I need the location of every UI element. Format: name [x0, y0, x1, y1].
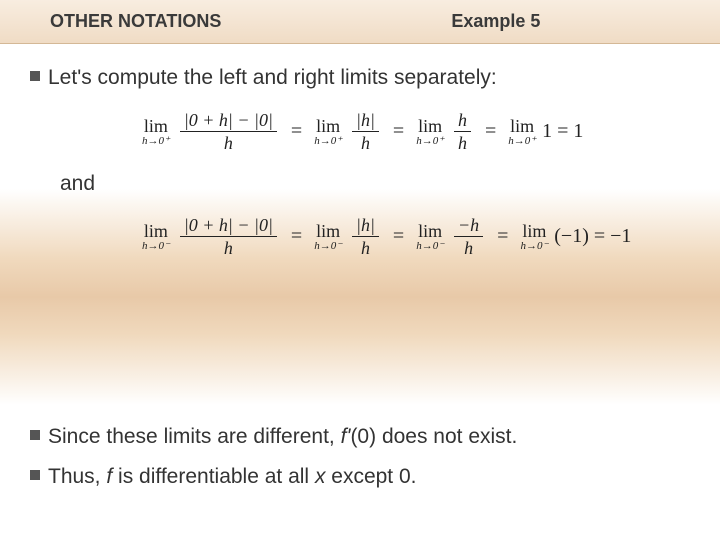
lim-2a: lim h→0⁻ — [142, 222, 170, 251]
header-bar: OTHER NOTATIONS Example 5 — [0, 0, 720, 44]
frac-2a: |0 + h| − |0| h — [180, 216, 277, 257]
lim-1b: lim h→0⁺ — [314, 117, 342, 146]
bullet-conclusion-2: Thus, f is differentiable at all x excep… — [30, 463, 690, 490]
bullet-icon — [30, 71, 40, 81]
lim-2b: lim h→0⁻ — [314, 222, 342, 251]
lim-1a: lim h→0⁺ — [142, 117, 170, 146]
bullet-icon — [30, 430, 40, 440]
lim-2d: lim h→0⁻ — [520, 222, 548, 251]
frac-1b: |h| h — [352, 111, 379, 152]
equals: = — [485, 120, 496, 143]
eq2-tail: (−1) = −1 — [554, 225, 631, 248]
equation-2: lim h→0⁻ |0 + h| − |0| h = lim h→0⁻ |h| … — [140, 216, 690, 257]
equals: = — [497, 225, 508, 248]
bullet-conclusion-1: Since these limits are different, f'(0) … — [30, 423, 690, 450]
equals: = — [291, 120, 302, 143]
frac-2c: −h h — [454, 216, 483, 257]
lim-2c: lim h→0⁻ — [416, 222, 444, 251]
frac-2b: |h| h — [352, 216, 379, 257]
header-title-left: OTHER NOTATIONS — [50, 11, 221, 32]
lim-1d: lim h→0⁺ — [508, 117, 536, 146]
slide-content: Let's compute the left and right limits … — [0, 44, 720, 257]
equation-1: lim h→0⁺ |0 + h| − |0| h = lim h→0⁺ |h| … — [140, 111, 690, 152]
eq1-tail: 1 = 1 — [542, 120, 583, 143]
equals: = — [291, 225, 302, 248]
header-title-right: Example 5 — [451, 11, 540, 32]
equals: = — [393, 120, 404, 143]
frac-1a: |0 + h| − |0| h — [180, 111, 277, 152]
bullet-icon — [30, 470, 40, 480]
equals: = — [393, 225, 404, 248]
conclusion-block: Since these limits are different, f'(0) … — [30, 423, 690, 502]
conclusion-1: Since these limits are different, f'(0) … — [48, 423, 517, 450]
frac-1c: h h — [454, 111, 471, 152]
intro-text: Let's compute the left and right limits … — [48, 64, 497, 91]
and-text: and — [60, 172, 690, 196]
lim-1c: lim h→0⁺ — [416, 117, 444, 146]
bullet-intro: Let's compute the left and right limits … — [30, 64, 690, 91]
conclusion-2: Thus, f is differentiable at all x excep… — [48, 463, 417, 490]
